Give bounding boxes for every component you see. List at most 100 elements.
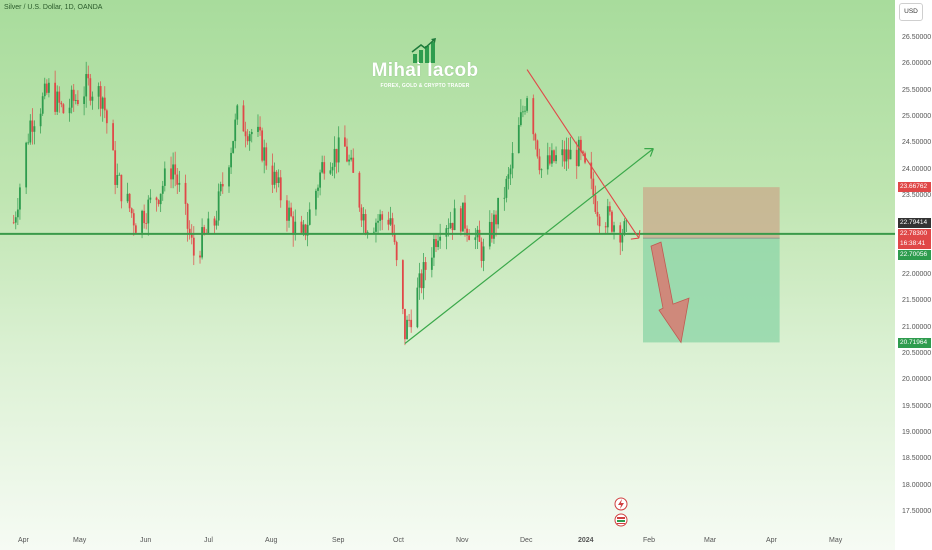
candle-body [157, 200, 160, 205]
candle-body [60, 102, 63, 105]
candle-body [203, 227, 206, 234]
candle-body [219, 184, 222, 192]
time-axis-label: Apr [18, 537, 29, 544]
price-axis-label: 21.00000 [902, 324, 932, 331]
candle-body [459, 208, 462, 232]
candle-body [48, 82, 50, 93]
price-axis-label: 20.00000 [902, 376, 932, 383]
candle-body [348, 159, 350, 162]
candle-body [178, 182, 181, 185]
candle-body [101, 97, 104, 109]
candle-body [468, 235, 471, 240]
candle-body [344, 137, 346, 147]
time-axis-label: Dec [520, 537, 533, 544]
time-axis-label: Nov [456, 537, 469, 544]
candle-body [45, 83, 48, 93]
candle-body [420, 273, 423, 289]
candle-body [25, 142, 28, 188]
price-axis-label: 24.00000 [902, 166, 932, 173]
candle-body [261, 130, 264, 161]
candle-body [453, 208, 456, 231]
candle-body [532, 98, 535, 135]
candle-body [41, 96, 44, 114]
candle-body [315, 190, 317, 210]
candle-body [424, 262, 427, 270]
candle-body [174, 164, 177, 175]
candle-body [480, 241, 483, 261]
price-axis-label: 23.50000 [902, 192, 932, 199]
stop-loss-zone [643, 187, 780, 239]
candle-body [362, 214, 365, 221]
candle-body [74, 99, 77, 101]
time-axis-label: Jun [140, 537, 152, 544]
candle-body [242, 105, 245, 132]
downtrend-arrowhead [630, 230, 641, 240]
candle-body [89, 78, 92, 101]
candle-body [286, 200, 288, 221]
candle-body [451, 222, 454, 231]
candle-body [517, 125, 520, 154]
candle-body [159, 193, 162, 205]
price-axis-label: 20.50000 [902, 350, 932, 357]
candle-body [250, 131, 253, 135]
candle-body [271, 165, 274, 185]
candle-body [114, 150, 117, 185]
candle-body [207, 218, 210, 235]
candle-body [553, 150, 555, 162]
downtrend-line [526, 69, 640, 239]
uptrend-line [404, 148, 654, 344]
candle-body [387, 219, 390, 225]
candle-body [430, 257, 433, 270]
candle-body [141, 210, 143, 233]
candle-body [490, 221, 493, 239]
candle-body [83, 96, 85, 104]
symbol-title: Silver / U.S. Dollar, 1D, OANDA [4, 4, 103, 11]
time-axis-label: 2024 [578, 537, 594, 544]
candle-body [85, 74, 88, 97]
time-axis-label: Oct [393, 537, 404, 544]
high-price-tag: 22.79414 [898, 218, 931, 228]
candle-body [604, 226, 607, 228]
candle-body [19, 187, 21, 210]
candle-body [39, 113, 42, 127]
candle-body [379, 214, 382, 221]
price-axis-label: 21.50000 [902, 297, 932, 304]
candle-body [132, 213, 135, 226]
candle-body [62, 104, 65, 114]
candle-body [126, 193, 129, 202]
projection-arrow [650, 241, 690, 344]
candle-body [213, 218, 216, 226]
time-axis-label: Aug [265, 537, 278, 544]
candle-body [103, 97, 106, 111]
candle-body [246, 136, 249, 142]
candle-body [68, 107, 71, 114]
candle-body [128, 193, 131, 209]
time-axis-label: Jul [204, 537, 213, 544]
candle-body [582, 151, 584, 154]
candle-body [352, 157, 355, 173]
candle-body [410, 319, 413, 328]
price-axis-label: 18.50000 [902, 455, 932, 462]
price-axis-panel[interactable] [895, 0, 932, 550]
candle-body [257, 126, 259, 132]
candle-body [228, 167, 230, 187]
candle-body [437, 240, 439, 248]
candle-body [538, 156, 541, 171]
candle-body [391, 218, 394, 234]
candle-body [373, 231, 375, 233]
price-axis-label: 26.50000 [902, 34, 932, 41]
candle-body [519, 112, 522, 126]
candle-body [176, 174, 179, 185]
countdown-tag: 16:38:41 [898, 239, 931, 249]
candle-body [184, 182, 187, 204]
watermark-name: Mihai Iacob [371, 60, 479, 81]
time-axis-label: Feb [643, 537, 656, 544]
candle-body [105, 110, 108, 124]
candle-body [170, 168, 172, 180]
flag-event-icon[interactable] [614, 513, 628, 527]
currency-button[interactable]: USD [899, 3, 923, 21]
candle-body [364, 214, 367, 235]
lightning-event-icon[interactable] [614, 497, 628, 511]
candle-body [112, 123, 114, 151]
